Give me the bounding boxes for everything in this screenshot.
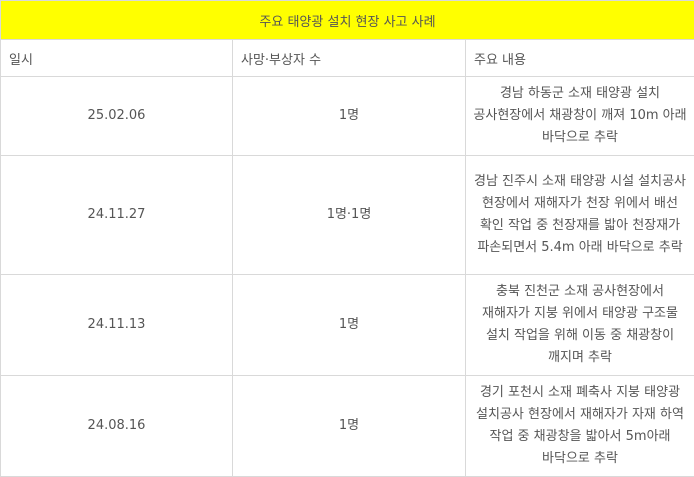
- header-description: 주요 내용: [466, 40, 694, 77]
- table-row: 24.11.27 1명·1명 경남 진주시 소재 태양광 시설 설치공사 현장에…: [1, 156, 694, 275]
- table-title: 주요 태양광 설치 현장 사고 사례: [1, 1, 694, 40]
- cell-casualties: 1명: [233, 275, 466, 376]
- table-row: 25.02.06 1명 경남 하동군 소재 태양광 설치 공사현장에서 채광창이…: [1, 77, 694, 156]
- cell-description: 경남 하동군 소재 태양광 설치 공사현장에서 채광창이 깨져 10m 아래 바…: [466, 77, 694, 156]
- header-date: 일시: [1, 40, 233, 77]
- cell-description: 경남 진주시 소재 태양광 시설 설치공사 현장에서 재해자가 천장 위에서 배…: [466, 156, 694, 275]
- cell-casualties: 1명: [233, 376, 466, 477]
- cell-date: 25.02.06: [1, 77, 233, 156]
- header-casualties: 사망·부상자 수: [233, 40, 466, 77]
- table-row: 24.11.13 1명 충북 진천군 소재 공사현장에서 재해자가 지붕 위에서…: [1, 275, 694, 376]
- cell-casualties: 1명: [233, 77, 466, 156]
- cell-date: 24.11.27: [1, 156, 233, 275]
- table-row: 24.08.16 1명 경기 포천시 소재 폐축사 지붕 태양광 설치공사 현장…: [1, 376, 694, 477]
- cell-description: 경기 포천시 소재 폐축사 지붕 태양광 설치공사 현장에서 재해자가 자재 하…: [466, 376, 694, 477]
- cell-casualties: 1명·1명: [233, 156, 466, 275]
- cell-date: 24.11.13: [1, 275, 233, 376]
- cell-date: 24.08.16: [1, 376, 233, 477]
- cell-description: 충북 진천군 소재 공사현장에서 재해자가 지붕 위에서 태양광 구조물 설치 …: [466, 275, 694, 376]
